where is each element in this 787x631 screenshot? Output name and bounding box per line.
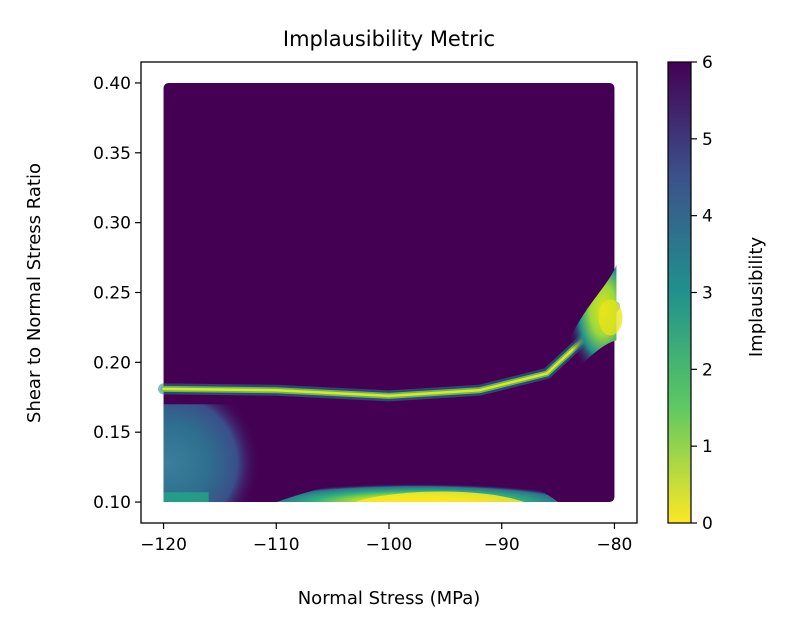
x-tick-label: −80: [597, 535, 633, 555]
x-axis-label: Normal Stress (MPa): [298, 588, 481, 609]
heatmap-right-region: [563, 264, 617, 367]
y-tick-label: 0.35: [93, 144, 131, 164]
colorbar-axis: 0 1 2 3 4 5 6: [691, 53, 713, 534]
x-tick-label: −110: [253, 535, 300, 555]
colorbar-tick-label: 3: [702, 284, 713, 304]
x-axis: −120 −110 −100 −90 −80: [140, 523, 632, 555]
colorbar-tick-label: 5: [702, 130, 713, 150]
y-tick-label: 0.30: [93, 214, 131, 234]
colorbar-tick-label: 6: [702, 53, 713, 73]
y-tick-label: 0.10: [93, 493, 131, 513]
colorbar-label: Implausibility: [746, 237, 767, 358]
colorbar-tick-label: 1: [702, 437, 713, 457]
y-axis-label: Shear to Normal Stress Ratio: [24, 163, 45, 423]
y-tick-label: 0.25: [93, 284, 131, 304]
x-tick-label: −90: [484, 535, 520, 555]
y-axis: 0.10 0.15 0.20 0.25 0.30 0.35 0.40: [93, 74, 141, 513]
heatmap-lower-left-region: [163, 404, 265, 503]
x-tick-label: −100: [366, 535, 413, 555]
colorbar-tick-label: 2: [702, 360, 713, 380]
heatmap-bottom-ridge-core: [355, 491, 525, 503]
y-tick-label: 0.20: [93, 353, 131, 373]
chart-title: Implausibility Metric: [283, 27, 495, 51]
plot-area: [158, 82, 623, 503]
y-tick-label: 0.40: [93, 74, 131, 94]
heatmap-lower-left-floor: [163, 492, 209, 503]
x-tick-label: −120: [140, 535, 187, 555]
heatmap-right-core: [598, 299, 623, 336]
colorbar-tick-label: 4: [702, 207, 713, 227]
colorbar: [667, 61, 692, 524]
y-tick-label: 0.15: [93, 423, 131, 443]
heatmap-background: [163, 82, 615, 503]
colorbar-tick-label: 0: [702, 514, 713, 534]
